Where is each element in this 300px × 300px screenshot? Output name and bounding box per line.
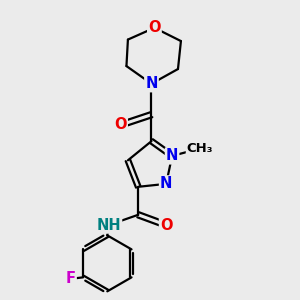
Text: F: F xyxy=(66,271,76,286)
Text: O: O xyxy=(114,118,127,133)
Text: O: O xyxy=(148,20,161,35)
Text: N: N xyxy=(160,176,172,191)
Text: N: N xyxy=(145,76,158,91)
Text: CH₃: CH₃ xyxy=(187,142,213,155)
Text: N: N xyxy=(166,148,178,164)
Text: O: O xyxy=(160,218,172,232)
Text: NH: NH xyxy=(97,218,121,232)
